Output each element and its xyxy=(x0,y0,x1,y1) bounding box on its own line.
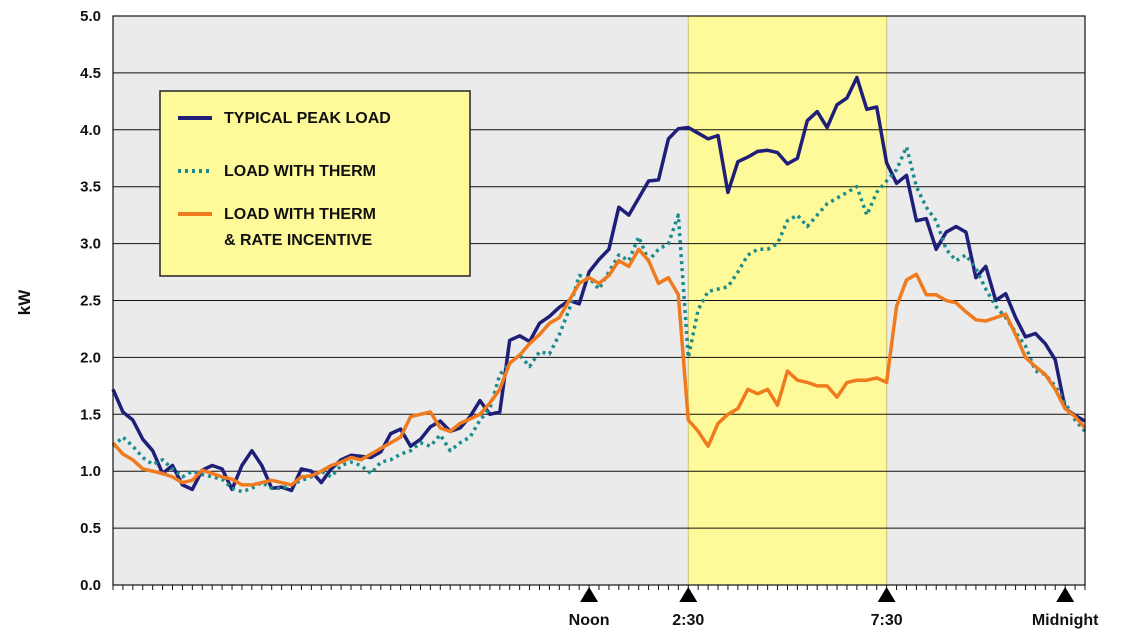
plot-frame xyxy=(112,15,1086,586)
x-marker-label: Midnight xyxy=(1032,612,1099,629)
x-marker-triangle xyxy=(877,587,896,602)
legend-box xyxy=(159,90,471,277)
x-marker-triangle xyxy=(679,587,698,602)
legend-label: LOAD WITH THERM xyxy=(224,206,376,223)
legend-label: LOAD WITH THERM xyxy=(224,163,376,180)
y-tick-label: 0.5 xyxy=(80,520,101,537)
y-tick-label: 2.0 xyxy=(80,349,101,366)
series-line-1 xyxy=(111,75,1086,493)
y-tick-label: 0.0 xyxy=(80,577,101,594)
y-tick-label: 4.5 xyxy=(80,65,101,82)
y-tick-label: 5.0 xyxy=(80,8,101,25)
y-tick-label: 3.0 xyxy=(80,236,101,253)
y-axis-label: kW xyxy=(15,289,34,315)
y-tick-label: 2.5 xyxy=(80,293,101,310)
series-lines xyxy=(111,75,1087,494)
x-marker-label: 7:30 xyxy=(871,612,903,629)
x-marker-label: Noon xyxy=(569,612,610,629)
x-axis-markers: Noon 2:30 7:30 Midnight xyxy=(569,587,1099,629)
y-axis-ticks: 0.0 0.5 1.0 1.5 2.0 2.5 3.0 3.5 4.0 4.5 5.0 xyxy=(80,8,101,594)
legend-label: & RATE INCENTIVE xyxy=(224,232,372,249)
x-marker-triangle xyxy=(1056,587,1075,602)
x-marker-triangle xyxy=(580,587,599,602)
y-tick-label: 4.0 xyxy=(80,122,101,139)
x-marker-label: 2:30 xyxy=(672,612,704,629)
legend-label: TYPICAL PEAK LOAD xyxy=(224,110,391,127)
x-axis-minor-ticks xyxy=(112,585,1086,590)
y-tick-label: 3.5 xyxy=(80,179,101,196)
legend: TYPICAL PEAK LOAD LOAD WITH THERM LOAD WIT… xyxy=(159,90,471,277)
y-tick-label: 1.0 xyxy=(80,463,101,480)
series-line-3 xyxy=(111,247,1087,487)
y-tick-label: 1.5 xyxy=(80,406,101,423)
